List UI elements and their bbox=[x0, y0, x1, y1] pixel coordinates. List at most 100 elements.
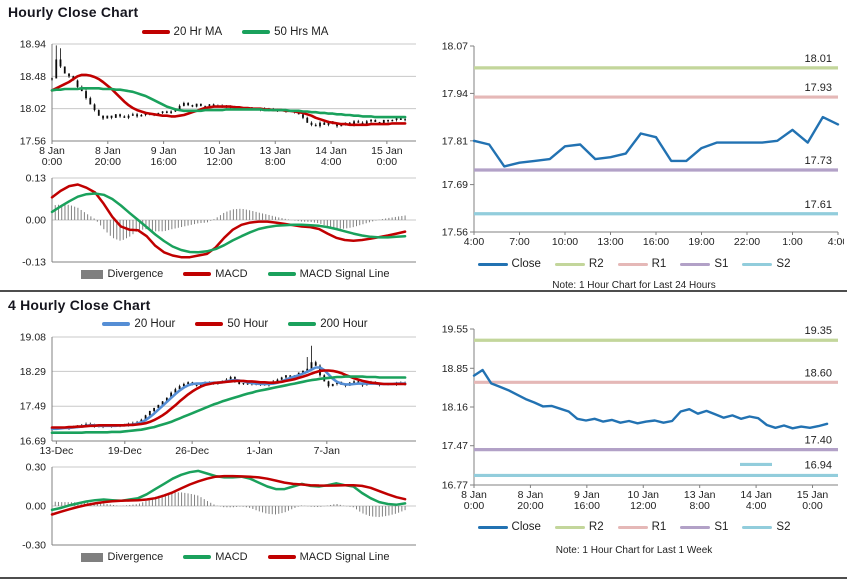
svg-text:10:00: 10:00 bbox=[552, 236, 578, 248]
legend-item-close: Close bbox=[477, 258, 541, 270]
legend-item-r2: R2 bbox=[554, 258, 604, 270]
svg-text:16.94: 16.94 bbox=[804, 459, 832, 471]
svg-text:17.94: 17.94 bbox=[442, 88, 468, 100]
bottom-divider bbox=[0, 577, 847, 579]
svg-text:0:00: 0:00 bbox=[464, 500, 485, 512]
legend-label: MACD Signal Line bbox=[299, 551, 390, 563]
legend-label: S2 bbox=[776, 521, 791, 533]
svg-text:16.69: 16.69 bbox=[20, 436, 46, 448]
svg-text:17.49: 17.49 bbox=[20, 401, 46, 413]
svg-text:15 Jan: 15 Jan bbox=[797, 489, 829, 501]
svg-text:-0.13: -0.13 bbox=[22, 257, 46, 267]
hourly-macd-legend: Divergence MACD MACD Signal Line bbox=[52, 268, 418, 280]
svg-text:8 Jan: 8 Jan bbox=[39, 145, 65, 157]
svg-text:13-Dec: 13-Dec bbox=[39, 445, 73, 457]
s1-swatch bbox=[680, 525, 711, 529]
svg-text:16:00: 16:00 bbox=[150, 156, 176, 168]
weekly-pivot-panel: 19.55 18.85 18.16 17.47 16.77 8 Jan 0:00 8 Jan 2… bbox=[424, 295, 844, 578]
50hrs-ma-swatch bbox=[242, 30, 271, 34]
svg-text:17.56: 17.56 bbox=[20, 136, 46, 148]
svg-text:0.00: 0.00 bbox=[26, 501, 47, 513]
svg-text:17.40: 17.40 bbox=[804, 435, 832, 447]
fourhourly-macd-chart: 0.30 0.00 -0.30 bbox=[22, 462, 416, 550]
svg-text:0:00: 0:00 bbox=[377, 156, 398, 168]
s1-swatch bbox=[680, 262, 711, 266]
hourly-pivot-panel: 18.07 17.94 17.81 17.69 17.56 4:00 7:00 10:00 13… bbox=[424, 2, 844, 292]
divergence-swatch bbox=[80, 552, 103, 562]
svg-text:8:00: 8:00 bbox=[689, 500, 710, 512]
legend-item-macd: MACD bbox=[183, 268, 248, 280]
svg-text:0:00: 0:00 bbox=[802, 500, 823, 512]
svg-text:8:00: 8:00 bbox=[265, 156, 286, 168]
svg-text:0.00: 0.00 bbox=[26, 215, 47, 227]
hourly-title: Hourly Close Chart bbox=[8, 4, 139, 20]
svg-text:17.93: 17.93 bbox=[804, 82, 832, 94]
200hour-swatch bbox=[288, 322, 317, 326]
fourhourly-ma-legend: 20 Hour 50 Hour 200 Hour bbox=[52, 318, 418, 330]
legend-label: MACD Signal Line bbox=[299, 268, 390, 280]
20hour-swatch bbox=[102, 322, 131, 326]
legend-item-s1: S1 bbox=[680, 258, 728, 270]
legend-item-r1: R1 bbox=[617, 521, 666, 533]
legend-label: 50 Hour bbox=[227, 318, 269, 330]
svg-text:14 Jan: 14 Jan bbox=[740, 489, 772, 501]
svg-text:18.85: 18.85 bbox=[442, 363, 468, 375]
s2-swatch bbox=[742, 262, 773, 266]
legend-label: Divergence bbox=[107, 551, 164, 563]
hourly-ma-legend: 20 Hr MA 50 Hrs MA bbox=[52, 26, 418, 38]
close-swatch bbox=[477, 262, 508, 266]
svg-text:10 Jan: 10 Jan bbox=[627, 489, 659, 501]
svg-text:12:00: 12:00 bbox=[206, 156, 232, 168]
50hour-swatch bbox=[195, 322, 224, 326]
legend-item-close: Close bbox=[477, 521, 541, 533]
svg-text:1:00: 1:00 bbox=[782, 236, 803, 248]
legend-item-50hour: 50 Hour bbox=[195, 318, 268, 330]
svg-text:7-Jan: 7-Jan bbox=[314, 445, 340, 457]
svg-text:18.29: 18.29 bbox=[20, 366, 46, 378]
svg-text:18.94: 18.94 bbox=[20, 39, 46, 51]
weekly-pivot-note: Note: 1 Hour Chart for Last 1 Week bbox=[555, 545, 713, 556]
legend-label: 200 Hour bbox=[320, 318, 368, 330]
macd-signal-swatch bbox=[267, 555, 296, 559]
svg-text:0.30: 0.30 bbox=[26, 462, 47, 474]
svg-text:18.16: 18.16 bbox=[442, 402, 468, 414]
20hr-ma-swatch bbox=[141, 30, 170, 34]
svg-text:13:00: 13:00 bbox=[597, 236, 623, 248]
svg-text:13 Jan: 13 Jan bbox=[259, 145, 291, 157]
svg-text:19-Dec: 19-Dec bbox=[108, 445, 142, 457]
legend-item-s2: S2 bbox=[742, 258, 790, 270]
hourly-close-panel: Hourly Close Chart 20 Hr MA 50 Hrs MA 18… bbox=[6, 2, 420, 288]
hourly-pivot-legend: Close R2 R1 S1 S2 bbox=[424, 258, 844, 270]
fourhourly-close-panel: 4 Hourly Close Chart 20 Hour 50 Hour 200… bbox=[6, 295, 420, 578]
fourhourly-title: 4 Hourly Close Chart bbox=[8, 297, 151, 313]
section-divider bbox=[0, 290, 847, 292]
legend-label: MACD bbox=[215, 268, 248, 280]
legend-label: R2 bbox=[588, 521, 604, 533]
fourhourly-macd-legend: Divergence MACD MACD Signal Line bbox=[52, 551, 418, 563]
legend-item-r2: R2 bbox=[554, 521, 604, 533]
svg-text:19:00: 19:00 bbox=[688, 236, 714, 248]
s2-swatch bbox=[742, 525, 773, 529]
legend-item-50hrs-ma: 50 Hrs MA bbox=[242, 26, 328, 38]
legend-label: R2 bbox=[588, 258, 604, 270]
legend-label: Divergence bbox=[107, 268, 164, 280]
svg-text:20:00: 20:00 bbox=[95, 156, 121, 168]
svg-text:14 Jan: 14 Jan bbox=[315, 145, 347, 157]
svg-text:-0.30: -0.30 bbox=[22, 540, 46, 550]
svg-text:0.13: 0.13 bbox=[26, 173, 47, 185]
legend-item-r1: R1 bbox=[617, 258, 666, 270]
svg-text:17.47: 17.47 bbox=[442, 440, 468, 452]
svg-text:18.01: 18.01 bbox=[804, 53, 832, 65]
legend-item-divergence: Divergence bbox=[80, 551, 164, 563]
svg-text:16:00: 16:00 bbox=[643, 236, 669, 248]
legend-item-macd-signal: MACD Signal Line bbox=[267, 268, 390, 280]
svg-text:4:00: 4:00 bbox=[321, 156, 342, 168]
svg-text:18.02: 18.02 bbox=[20, 103, 46, 115]
svg-text:16.77: 16.77 bbox=[442, 480, 468, 492]
svg-text:18.60: 18.60 bbox=[804, 367, 832, 379]
weekly-pivot-legend: Close R2 R1 S1 S2 bbox=[424, 521, 844, 533]
